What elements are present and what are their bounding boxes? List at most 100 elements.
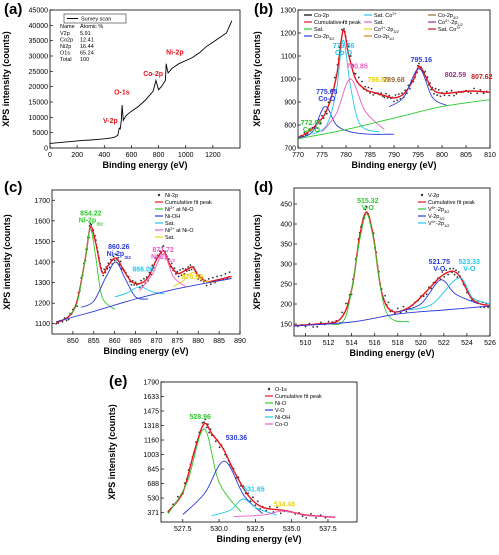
legend-label: Co3+-2p1/2 (438, 19, 463, 27)
data-point (154, 257, 157, 260)
y-tick-label: 1318 (143, 423, 159, 430)
data-point (208, 431, 211, 434)
data-point (143, 277, 145, 280)
data-point (405, 310, 408, 313)
data-point (140, 279, 143, 282)
panel-label: (e) (109, 373, 127, 390)
data-point (177, 275, 180, 278)
data-point (396, 307, 399, 310)
legend-label: V-2p (428, 193, 439, 199)
data-point (434, 87, 437, 90)
table-cell: Ni2p (60, 44, 71, 50)
table-cell: 100 (80, 57, 89, 63)
x-tick-label: 800 (436, 152, 448, 159)
x-tick-label: 885 (213, 338, 225, 345)
panel-label: (d) (254, 179, 273, 196)
data-point (269, 506, 271, 508)
data-point (456, 276, 459, 278)
data-point (310, 512, 312, 515)
data-point (201, 421, 204, 424)
data-point (422, 295, 425, 298)
data-point (447, 273, 449, 276)
series-line (167, 428, 242, 514)
data-point (352, 64, 355, 67)
data-point (204, 418, 207, 421)
y-axis-label: XPS intensity (counts) (252, 31, 262, 127)
data-point (65, 319, 68, 322)
y-tick-label: 10000 (29, 115, 49, 122)
legend-label: Cumulative fit peak (275, 394, 322, 400)
x-axis-label: Binding energy (eV) (351, 160, 436, 170)
data-point (305, 517, 308, 519)
table-cell: Total (60, 57, 72, 63)
data-point (476, 92, 479, 95)
y-tick-label: 1400 (34, 260, 50, 267)
data-point (370, 87, 373, 90)
peak-label: 515.32 (357, 198, 379, 205)
series-line (298, 99, 490, 140)
x-tick-label: 530.0 (210, 526, 228, 533)
data-point (162, 245, 165, 247)
data-point (455, 92, 458, 95)
peak-label: 866.06 (132, 266, 154, 273)
table-cell: 65.24 (80, 51, 94, 57)
y-tick-label: 5000 (32, 130, 48, 137)
y-tick-label: 1160 (144, 438, 159, 445)
peak-label: 528.96 (189, 414, 211, 421)
peak-label: 531.65 (243, 487, 265, 494)
series-line (298, 106, 395, 139)
y-tick-label: 0 (44, 146, 48, 153)
data-point (437, 88, 440, 91)
peak-sublabel: V-O (362, 205, 375, 212)
peak-label: 772.65 (301, 120, 323, 127)
series-line (388, 68, 448, 107)
series-line (294, 211, 490, 327)
legend-swatch (267, 387, 271, 391)
data-point (133, 284, 136, 286)
data-point (265, 509, 268, 512)
legend-label: Sat. Co2+ (374, 12, 397, 19)
series-line (139, 253, 186, 292)
legend-label: V4+-2p1/2 (428, 220, 449, 228)
panel-e: (e) 527.5 530.0 532.5 535.0 537.5 371 530 688 845… (105, 372, 365, 550)
x-tick-label: 200 (71, 152, 83, 159)
y-axis-label: XPS intensity (counts) (2, 214, 12, 310)
data-point (112, 255, 115, 258)
series-line (80, 261, 149, 308)
data-point (188, 269, 191, 272)
y-tick-label: 1700 (34, 198, 50, 205)
legend-label: V-2p3/2 (428, 214, 445, 221)
x-tick-label: 400 (98, 152, 110, 159)
peak-label: Co-2p (143, 71, 163, 78)
y-tick-label: 1790 (143, 380, 159, 387)
data-point (364, 208, 367, 211)
data-point (315, 517, 317, 519)
y-tick-label: 150 (280, 322, 292, 329)
x-tick-label: 516 (369, 340, 381, 347)
y-tick-label: 530 (147, 496, 159, 503)
y-tick-label: 1300 (280, 8, 296, 15)
legend-label: O-1s (275, 387, 287, 393)
table-cell: V2p (60, 31, 70, 37)
data-point (430, 287, 433, 290)
series-line (211, 498, 278, 517)
y-tick-label: 845 (147, 467, 159, 474)
y-tick-label: 450 (280, 202, 292, 209)
table-cell: 12.41 (80, 38, 94, 44)
data-point (211, 276, 214, 279)
legend-label: Co-2p3/2 (314, 34, 334, 41)
x-tick-label: 522 (438, 340, 450, 347)
legend-label: Ni-OH (165, 214, 180, 220)
x-tick-label: 1200 (205, 152, 221, 159)
data-point (119, 260, 122, 263)
peak-sublabel: Ni-2p3/2 (79, 218, 104, 228)
peak-label: 521.75 (429, 259, 451, 266)
y-tick-label: 250 (280, 282, 292, 289)
data-point (347, 45, 350, 48)
series-line (56, 278, 232, 323)
data-point (330, 88, 333, 91)
data-point (131, 280, 134, 282)
peak-label: 786.85 (367, 77, 389, 84)
data-point (209, 283, 212, 286)
y-tick-label: 371 (147, 510, 159, 517)
